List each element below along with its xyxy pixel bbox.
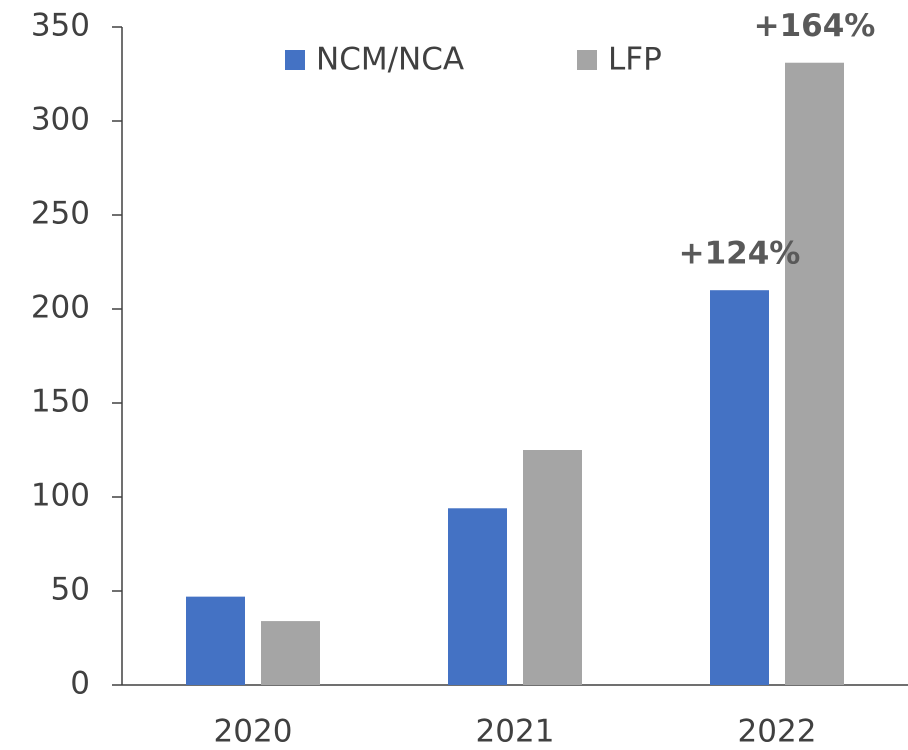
y-tick-label: 150: [31, 384, 90, 420]
bar: [448, 508, 507, 685]
annotation: +164%: [754, 8, 876, 44]
y-tick-label: 100: [31, 478, 90, 514]
y-tick-label: 250: [31, 196, 90, 232]
legend-swatch: [285, 50, 305, 70]
x-tick-label: 2020: [214, 714, 293, 750]
y-tick-label: 0: [70, 666, 90, 702]
bar: [523, 450, 582, 685]
x-tick-label: 2021: [476, 714, 555, 750]
bar: [186, 596, 245, 685]
x-tick-label: 2022: [738, 714, 817, 750]
y-tick-label: 200: [31, 290, 90, 326]
y-tick-label: 350: [31, 8, 90, 44]
legend-swatch: [577, 50, 597, 70]
y-tick-label: 50: [51, 572, 90, 608]
legend-label: LFP: [608, 42, 662, 78]
bar: [710, 290, 769, 685]
legend-label: NCM/NCA: [316, 42, 464, 78]
y-tick-label: 300: [31, 102, 90, 138]
bar: [261, 621, 320, 685]
annotation: +124%: [679, 236, 801, 272]
bar: [785, 62, 844, 686]
